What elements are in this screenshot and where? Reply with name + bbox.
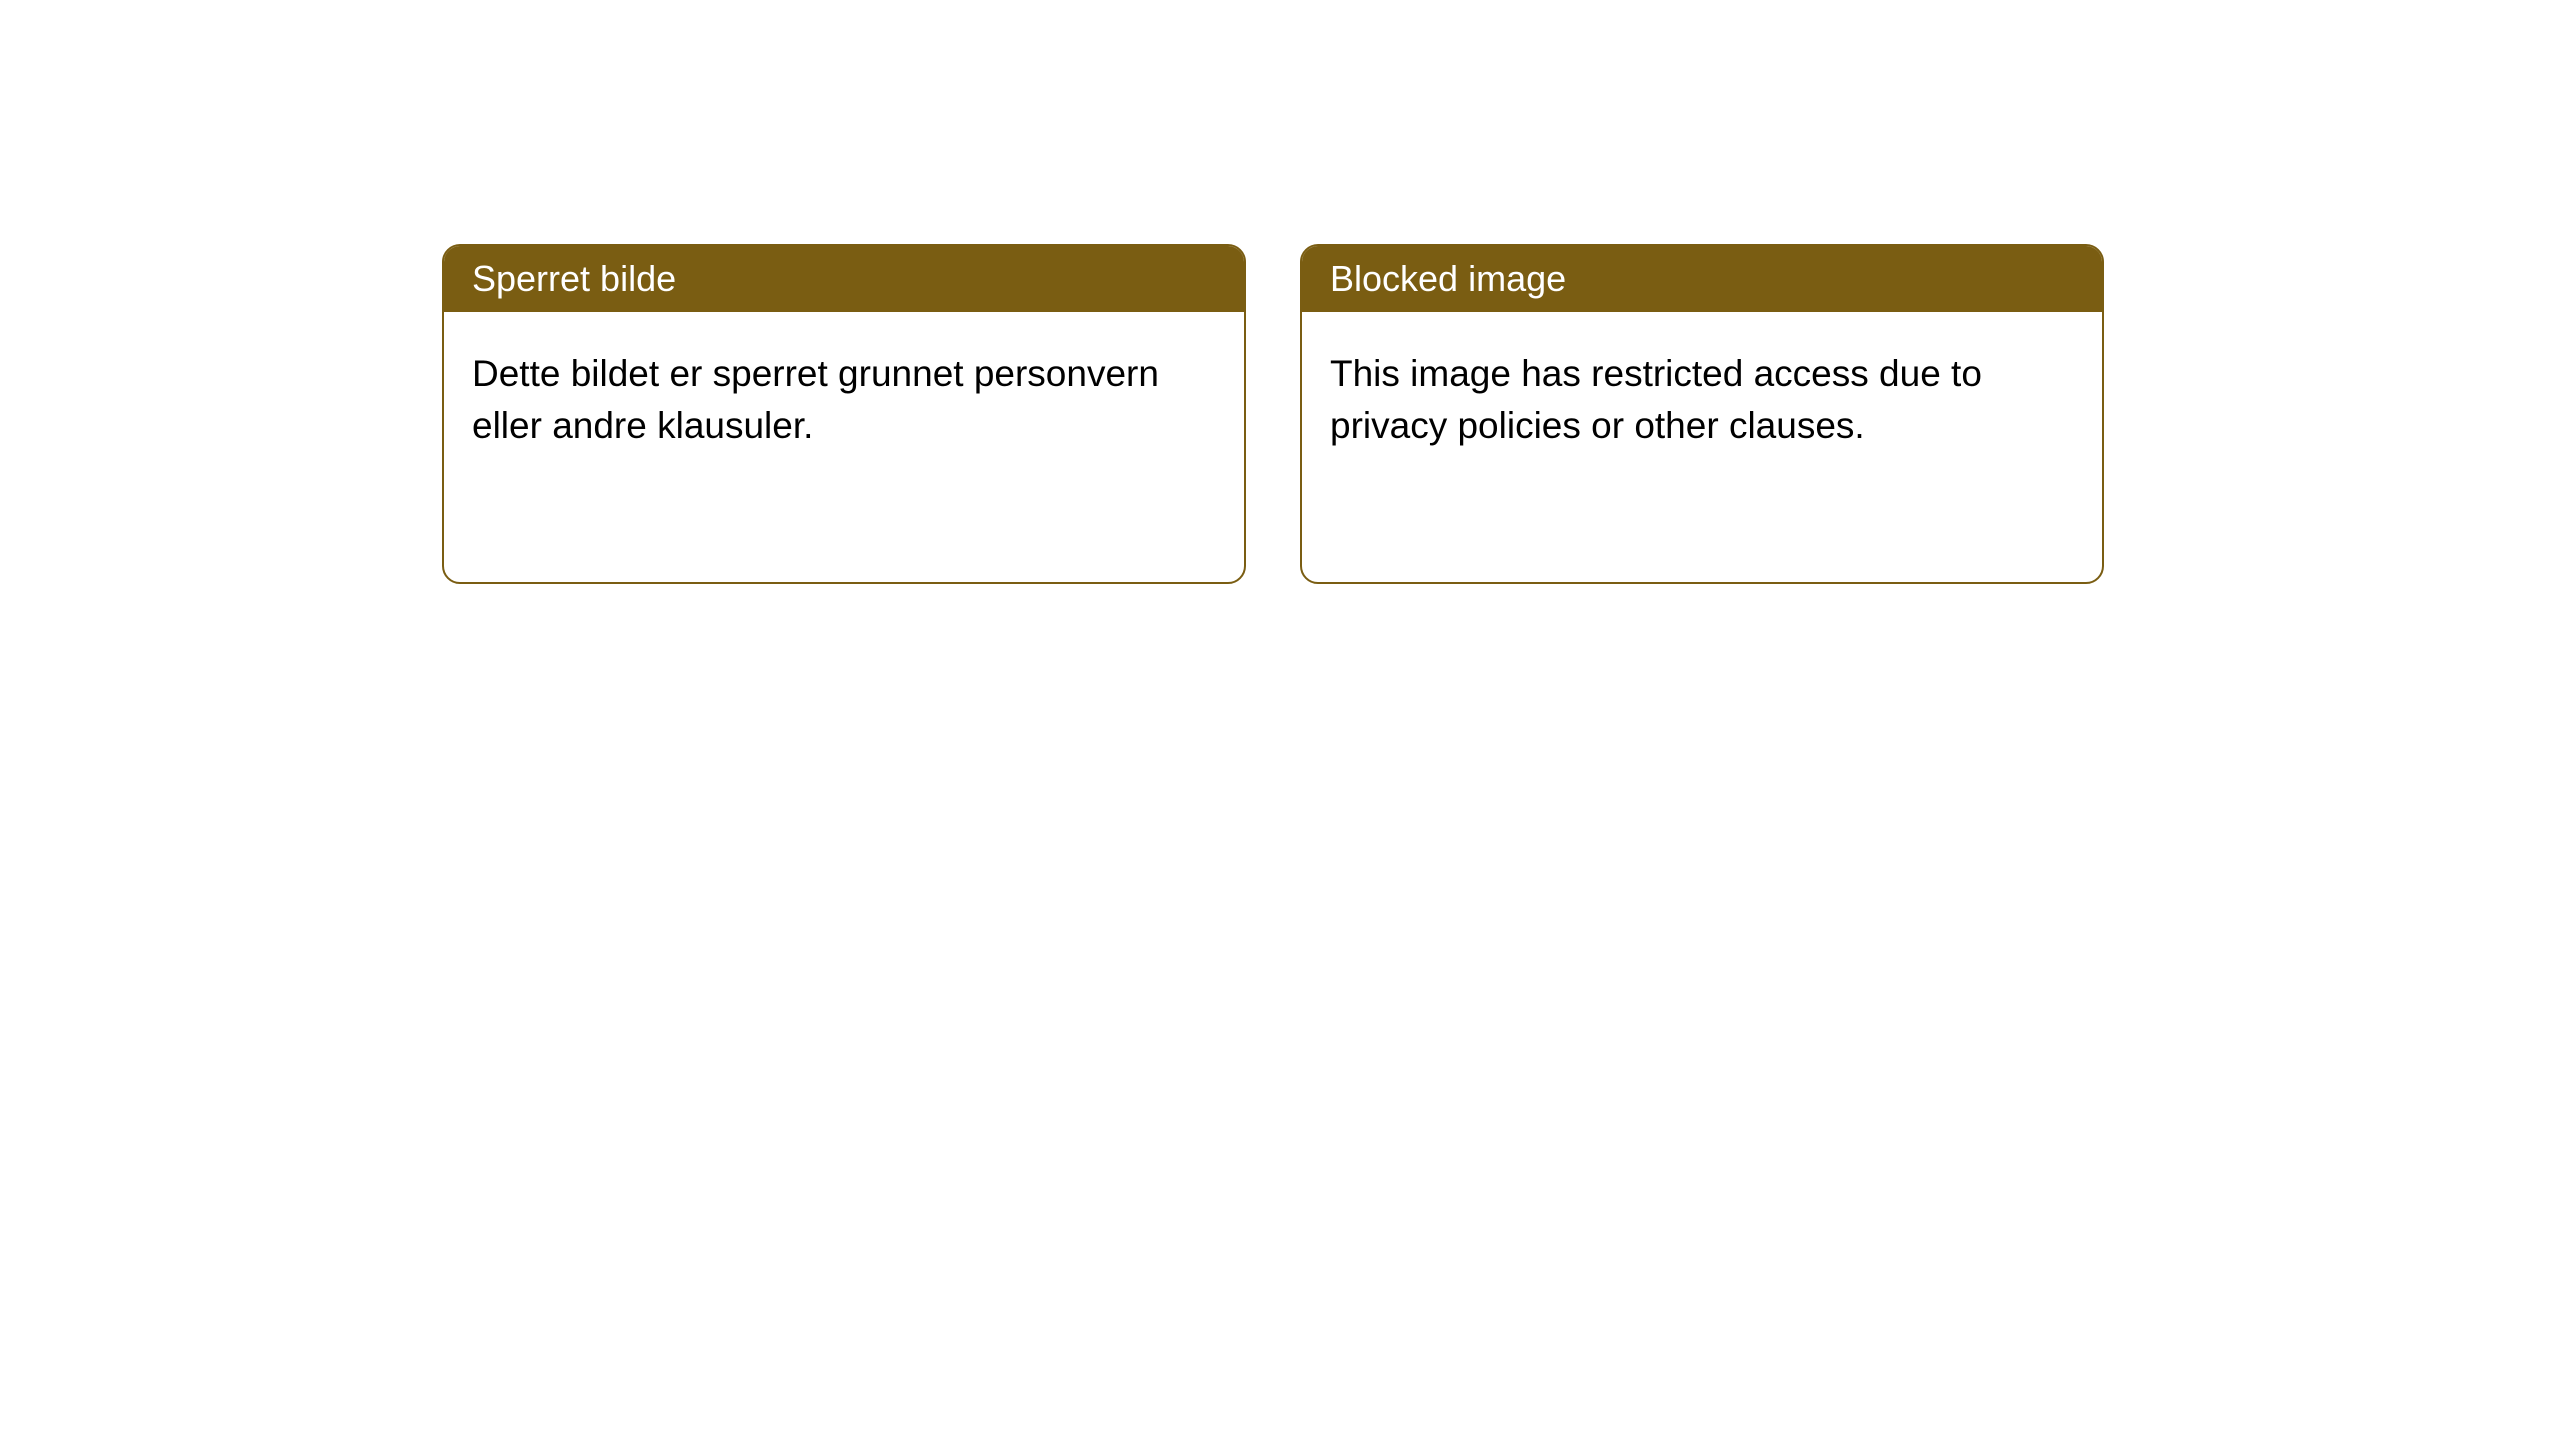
card-body-text: Dette bildet er sperret grunnet personve…: [472, 353, 1159, 446]
card-header: Sperret bilde: [444, 246, 1244, 312]
card-header: Blocked image: [1302, 246, 2102, 312]
card-body-text: This image has restricted access due to …: [1330, 353, 1982, 446]
notice-card-norwegian: Sperret bilde Dette bildet er sperret gr…: [442, 244, 1246, 584]
card-body: This image has restricted access due to …: [1302, 312, 2102, 488]
card-body: Dette bildet er sperret grunnet personve…: [444, 312, 1244, 488]
card-title: Blocked image: [1330, 258, 1566, 299]
notice-container: Sperret bilde Dette bildet er sperret gr…: [0, 0, 2560, 584]
card-title: Sperret bilde: [472, 258, 676, 299]
notice-card-english: Blocked image This image has restricted …: [1300, 244, 2104, 584]
